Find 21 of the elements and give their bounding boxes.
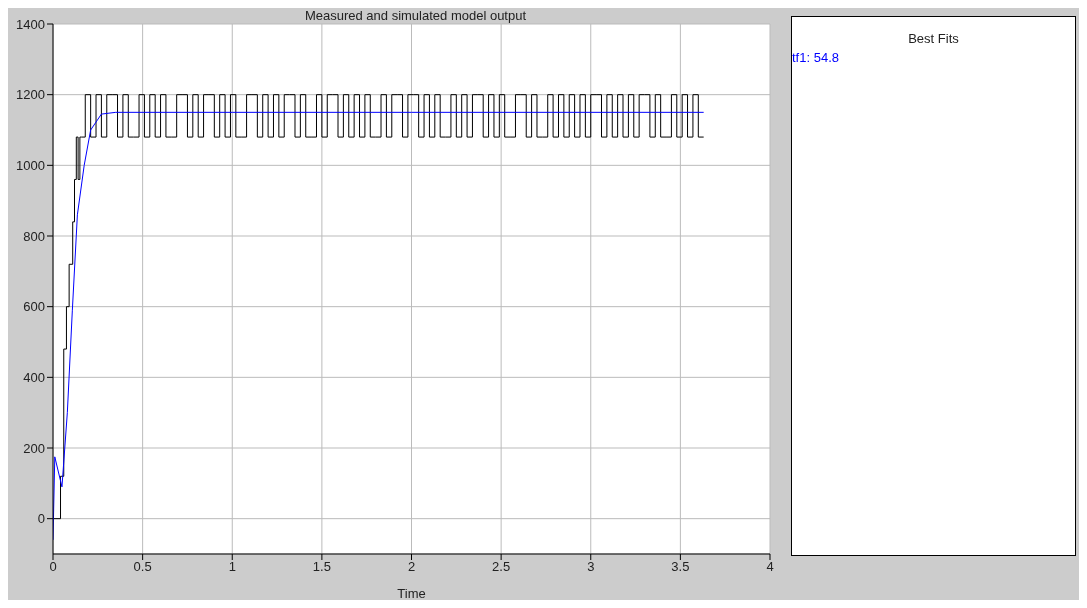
y-tick-label: 0 [37, 511, 45, 527]
text: tf1: 54.8 [792, 50, 840, 65]
y-tick-label: 800 [23, 228, 45, 244]
y-tick-label: 1200 [16, 87, 45, 103]
y-tick-label: 1400 [16, 16, 45, 32]
x-tick-label: 2 [407, 559, 416, 575]
chart-title: Measured and simulated model output [303, 8, 528, 23]
x-tick-label: 3 [587, 559, 595, 575]
x-tick-label: 4 [766, 559, 774, 575]
y-tick-label: 1000 [16, 157, 45, 173]
x-tick-label: 0.5 [133, 559, 152, 575]
y-tick-label: 400 [23, 369, 45, 385]
y-tick-label: 200 [23, 440, 45, 456]
legend-title: Best Fits [907, 31, 960, 46]
x-axis-title: Time [397, 586, 426, 601]
x-tick-label: 1 [228, 559, 236, 575]
x-tick-label: 1.5 [312, 559, 331, 575]
y-tick-label: 600 [23, 299, 45, 315]
x-tick-label: 0 [49, 559, 57, 575]
x-tick-label: 2.5 [492, 559, 511, 575]
x-tick-label: 3.5 [671, 559, 690, 575]
